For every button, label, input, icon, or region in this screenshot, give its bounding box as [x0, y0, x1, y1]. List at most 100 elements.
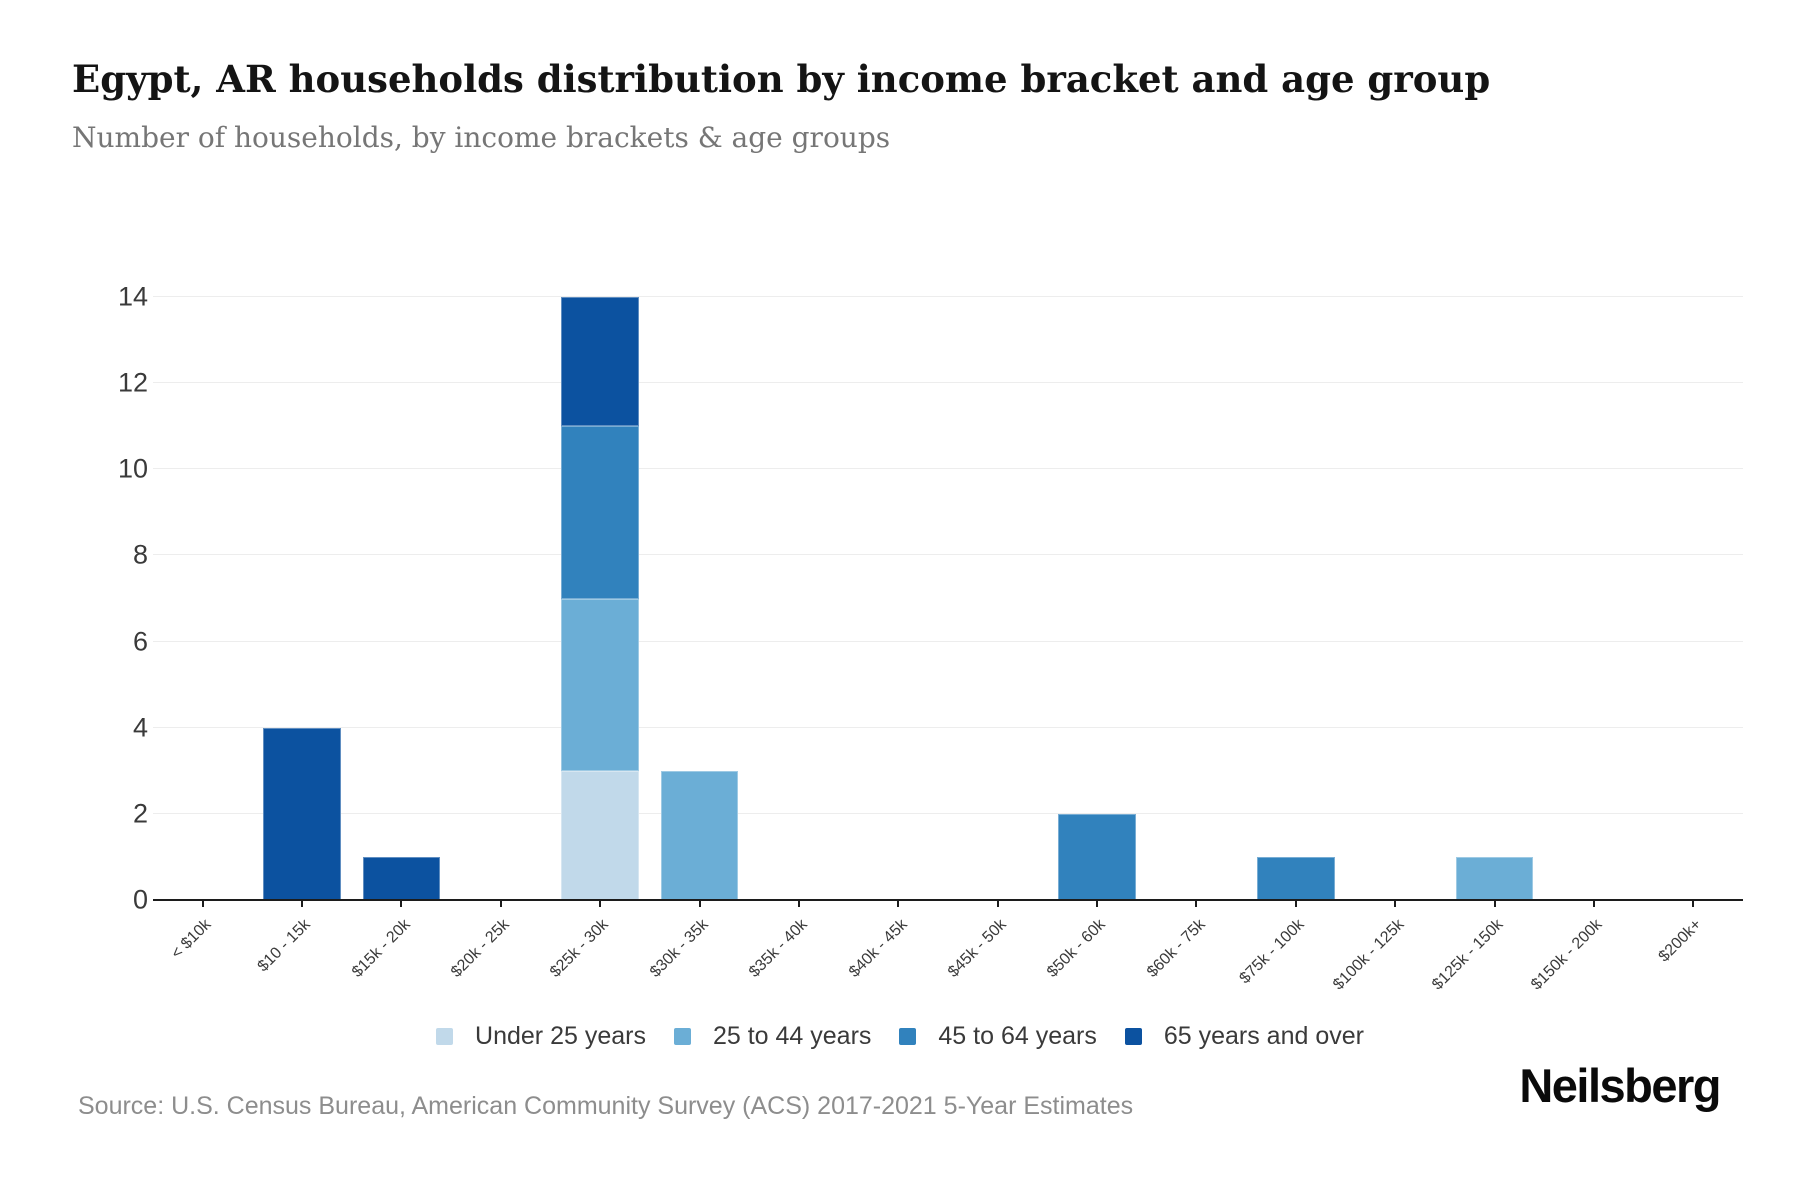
category-slot: $200k+	[1644, 297, 1743, 965]
category-slot: $20k - 25k	[448, 297, 550, 981]
x-tick-mark	[1592, 900, 1595, 907]
gridline-12	[153, 382, 1743, 384]
category-slot: $25k - 30k	[547, 297, 650, 981]
stacked-bar	[760, 297, 838, 900]
stacked-bar	[1555, 297, 1633, 900]
gridline-8	[153, 554, 1743, 556]
x-axis-label: $50k - 60k	[1044, 916, 1110, 981]
bar-segment[interactable]	[1058, 813, 1136, 900]
stacked-bar	[660, 297, 739, 900]
y-tick-label: 12	[117, 367, 148, 398]
x-tick-mark	[301, 900, 304, 907]
category-slot: $40k - 45k	[845, 297, 948, 981]
category-slot: $45k - 50k	[945, 297, 1047, 981]
gridline-2	[153, 812, 1743, 814]
bar-segment[interactable]	[263, 727, 341, 900]
x-axis-label: $35k - 40k	[746, 916, 811, 981]
category-slot: $15k - 20k	[349, 297, 451, 981]
category-slot: $50k - 60k	[1044, 297, 1146, 981]
x-tick-mark	[400, 900, 403, 907]
stacked-bar	[462, 297, 540, 900]
category-slot: $75k - 100k	[1237, 297, 1345, 987]
stacked-bar	[1158, 297, 1236, 900]
x-tick-mark	[897, 900, 900, 907]
x-axis-label: $40k - 45k	[845, 916, 911, 981]
x-axis-label: $30k - 35k	[646, 916, 712, 981]
category-slot: $100k - 125k	[1330, 297, 1445, 993]
gridline-4	[153, 726, 1743, 728]
x-tick-mark	[1394, 900, 1397, 907]
stacked-bar	[263, 297, 341, 900]
x-axis-label: $45k - 50k	[944, 916, 1010, 981]
y-axis-labels: 0 2 4 6 8 10 12 14	[60, 282, 148, 915]
x-tick-mark	[499, 900, 502, 907]
x-axis-line	[153, 899, 1743, 901]
legend-label: 65 years and over	[1163, 1022, 1364, 1050]
stacked-bar	[362, 297, 441, 900]
legend-item[interactable]: Under 25 years	[436, 1022, 646, 1051]
bar-segment[interactable]	[660, 770, 739, 900]
stacked-bar	[164, 297, 242, 900]
x-axis-label: $10 - 15k	[254, 916, 315, 976]
legend-swatch	[436, 1028, 454, 1045]
category-slot: $125k - 150k	[1429, 297, 1544, 993]
plot-area: < $10k $10 - 15k $15k - 20k $20k - 25k $25k …	[153, 296, 1743, 993]
bar-segment[interactable]	[561, 426, 639, 599]
x-axis-label: $125k - 150k	[1429, 916, 1507, 994]
stacked-bar	[561, 297, 639, 900]
legend-swatch	[673, 1028, 691, 1045]
source-note: Source: U.S. Census Bureau, American Com…	[78, 1092, 1134, 1120]
category-slot: $30k - 35k	[647, 297, 749, 981]
gridline-10	[153, 468, 1743, 470]
x-tick-mark	[1493, 900, 1496, 907]
x-axis-label: $60k - 75k	[1143, 916, 1209, 981]
bar-segment[interactable]	[561, 598, 639, 771]
legend-item[interactable]: 65 years and over	[1124, 1022, 1364, 1051]
x-tick-mark	[996, 900, 999, 907]
category-slot: $35k - 40k	[746, 297, 848, 981]
gridline-14	[153, 296, 1743, 297]
category-slot: $150k - 200k	[1529, 297, 1643, 993]
y-tick-label: 4	[132, 712, 148, 743]
gridline-6	[153, 640, 1743, 642]
bar-segment[interactable]	[561, 770, 639, 900]
stacked-bar	[1455, 297, 1534, 900]
y-tick-label: 14	[117, 281, 148, 312]
x-tick-mark	[1195, 900, 1198, 907]
category-slot: $60k - 75k	[1144, 297, 1246, 981]
x-tick-mark	[797, 900, 800, 907]
legend: Under 25 years 25 to 44 years 45 to 64 yea…	[0, 1022, 1800, 1051]
y-tick-label: 0	[132, 884, 148, 915]
x-axis-label: $200k+	[1655, 916, 1706, 966]
x-axis-label: $75k - 100k	[1236, 916, 1308, 988]
stacked-bar	[1058, 297, 1136, 900]
bar-segment[interactable]	[561, 297, 639, 427]
x-tick-mark	[698, 900, 701, 907]
category-slot: $10 - 15k	[252, 297, 351, 975]
x-axis-label: < $10k	[168, 916, 215, 963]
legend-item[interactable]: 25 to 44 years	[673, 1022, 871, 1051]
legend-label: 45 to 64 years	[938, 1022, 1097, 1050]
x-tick-mark	[201, 900, 204, 907]
y-tick-label: 8	[132, 539, 148, 570]
x-axis-label: $25k - 30k	[547, 916, 613, 981]
stacked-bar	[1257, 297, 1335, 900]
stacked-bar	[959, 297, 1037, 900]
x-axis-label: $20k - 25k	[447, 916, 513, 981]
legend-swatch	[1124, 1028, 1142, 1045]
x-axis-label: $100k - 125k	[1329, 916, 1408, 994]
bar-segment[interactable]	[1257, 856, 1335, 900]
bar-segment[interactable]	[1455, 856, 1534, 900]
legend-label: Under 25 years	[475, 1022, 646, 1050]
x-tick-mark	[599, 900, 602, 907]
stacked-bar	[1655, 297, 1733, 900]
legend-item[interactable]: 45 to 64 years	[899, 1022, 1097, 1051]
neilsberg-logo: Neilsberg	[1519, 1059, 1721, 1112]
x-tick-mark	[1096, 900, 1099, 907]
y-tick-label: 10	[117, 453, 148, 484]
x-tick-mark	[1692, 900, 1695, 907]
bars-container: < $10k $10 - 15k $15k - 20k $20k - 25k $25k …	[153, 297, 1743, 993]
bar-segment[interactable]	[362, 856, 441, 900]
stacked-bar	[1356, 297, 1434, 900]
chart-title: Egypt, AR households distribution by inc…	[72, 57, 1491, 101]
